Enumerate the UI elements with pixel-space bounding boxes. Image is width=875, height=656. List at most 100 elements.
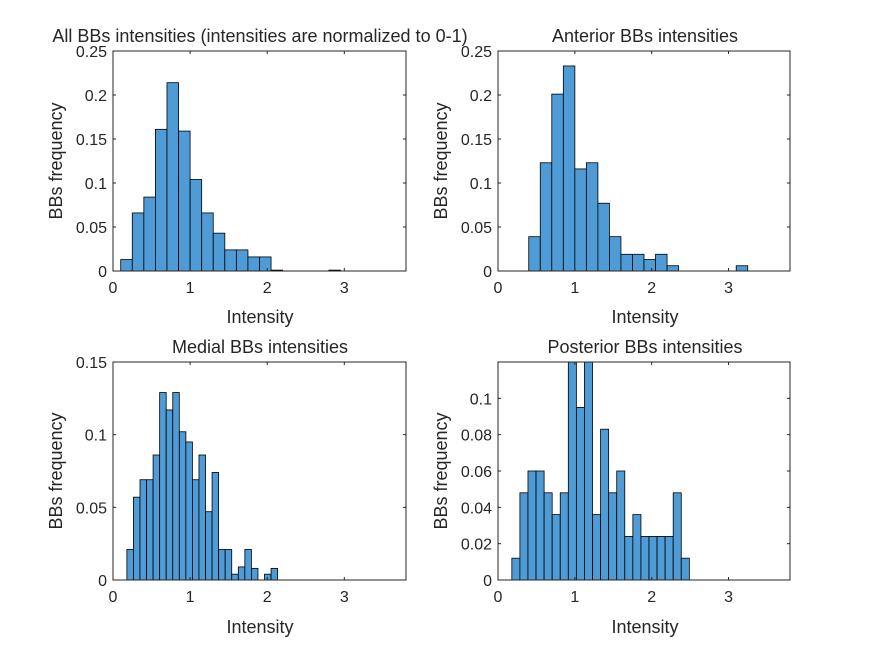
histogram-bar xyxy=(120,259,133,272)
panel-anterior-bbs: Anterior BBs intensities 0 1 2 3 0 0.05 0.1 0.… xyxy=(431,26,791,327)
x-tick-label: 1 xyxy=(186,589,195,606)
histogram-bar xyxy=(632,514,642,581)
y-axis-label: BBs frequency xyxy=(431,102,451,219)
x-ticks: 0 1 2 3 xyxy=(109,362,349,606)
histogram-bar xyxy=(259,256,272,272)
histogram-bar xyxy=(270,567,279,581)
y-axis-label: BBs frequency xyxy=(46,102,66,219)
histogram-bar xyxy=(178,431,187,581)
y-tick-label: 0.06 xyxy=(461,464,492,481)
histogram-bar xyxy=(600,428,610,581)
y-axis-label: BBs frequency xyxy=(46,412,66,529)
x-ticks: 0 1 2 3 xyxy=(109,51,349,297)
histogram-bar xyxy=(640,536,650,581)
y-tick-label: 0.05 xyxy=(76,500,107,517)
histogram-bar xyxy=(574,168,587,272)
histogram-bar xyxy=(172,392,180,581)
histogram-bar xyxy=(585,162,599,272)
y-tick-label: 0.2 xyxy=(85,88,107,105)
histogram-bar xyxy=(155,128,168,272)
x-tick-label: 2 xyxy=(263,280,272,297)
y-tick-label: 0.25 xyxy=(461,44,492,61)
histogram-bar xyxy=(143,196,156,272)
histogram-bar xyxy=(205,511,213,581)
histogram-bar xyxy=(609,236,622,272)
histogram-bar xyxy=(535,470,545,581)
x-tick-label: 1 xyxy=(186,280,195,297)
histogram-bar xyxy=(218,549,226,581)
histogram-bar xyxy=(735,265,749,272)
histogram-bar xyxy=(543,492,553,581)
y-tick-label: 0.05 xyxy=(461,220,492,237)
x-tick-label: 3 xyxy=(340,589,349,606)
histogram-bar xyxy=(528,236,541,272)
histogram-bar xyxy=(201,212,214,272)
y-tick-label: 0.15 xyxy=(76,132,107,149)
histogram-bar xyxy=(192,479,200,581)
y-ticks: 0 0.05 0.1 0.15 0.2 0.25 xyxy=(461,44,790,281)
chart-title: Anterior BBs intensities xyxy=(552,26,738,46)
chart-title: Medial BBs intensities xyxy=(172,337,348,357)
histogram-bar xyxy=(139,479,147,581)
histogram-bar xyxy=(511,557,521,581)
y-tick-label: 0.05 xyxy=(76,220,107,237)
histogram-bar xyxy=(643,259,656,272)
y-tick-label: 0.1 xyxy=(85,176,107,193)
x-tick-label: 1 xyxy=(570,280,579,297)
x-tick-label: 0 xyxy=(494,280,503,297)
histogram-bar xyxy=(189,179,203,272)
histogram-bar xyxy=(224,549,233,581)
x-tick-label: 3 xyxy=(724,280,733,297)
x-tick-label: 3 xyxy=(340,280,349,297)
histogram-bar xyxy=(666,265,679,272)
y-tick-label: 0.04 xyxy=(461,500,492,517)
x-tick-label: 0 xyxy=(494,589,503,606)
chart-title: All BBs intensities (intensities are nor… xyxy=(52,26,467,46)
histogram-bar xyxy=(152,454,161,581)
y-tick-label: 0.25 xyxy=(76,44,107,61)
histogram-bar xyxy=(648,536,658,581)
histogram-bar xyxy=(131,212,145,272)
histogram-bar xyxy=(575,407,585,581)
y-tick-label: 0.2 xyxy=(470,88,492,105)
x-tick-label: 3 xyxy=(724,589,733,606)
histogram-bar xyxy=(165,409,174,581)
histogram-bar xyxy=(655,253,668,272)
histogram-bar xyxy=(247,256,260,272)
histogram-bar xyxy=(597,202,610,272)
y-ticks: 0 0.05 0.1 0.15 xyxy=(76,355,406,590)
histogram-bar xyxy=(235,249,249,272)
histogram-bar xyxy=(212,232,226,272)
x-ticks: 0 1 2 3 xyxy=(494,51,733,297)
histogram-bar xyxy=(527,470,537,581)
axes-box xyxy=(497,50,791,272)
histogram-bar xyxy=(567,361,577,581)
bars xyxy=(528,65,749,272)
histogram-bar xyxy=(672,492,682,581)
histogram-bar xyxy=(562,65,576,272)
y-ticks: 0 0.05 0.1 0.15 0.2 0.25 xyxy=(76,44,406,281)
histogram-bar xyxy=(608,492,618,581)
x-tick-label: 0 xyxy=(109,589,118,606)
y-tick-label: 0 xyxy=(98,264,107,281)
histogram-bar xyxy=(519,492,529,581)
histogram-bar xyxy=(178,130,191,272)
histogram-bar xyxy=(584,361,593,581)
histogram-bar xyxy=(559,492,569,581)
bars xyxy=(511,361,690,581)
y-tick-label: 0 xyxy=(483,264,492,281)
x-tick-label: 2 xyxy=(263,589,272,606)
x-axis-label: Intensity xyxy=(611,617,678,637)
chart-title: Posterior BBs intensities xyxy=(547,337,742,357)
bars xyxy=(120,82,341,272)
y-axis-label: BBs frequency xyxy=(431,412,451,529)
panel-all-bbs: All BBs intensities (intensities are nor… xyxy=(46,26,468,327)
axes-box xyxy=(112,50,407,272)
x-ticks: 0 1 2 3 xyxy=(494,362,733,606)
histogram-bar xyxy=(620,253,633,272)
y-tick-label: 0.1 xyxy=(85,428,107,445)
histogram-bar xyxy=(231,573,239,581)
x-axis-label: Intensity xyxy=(226,617,293,637)
histogram-bar xyxy=(146,479,154,581)
y-tick-label: 0.08 xyxy=(461,428,492,445)
